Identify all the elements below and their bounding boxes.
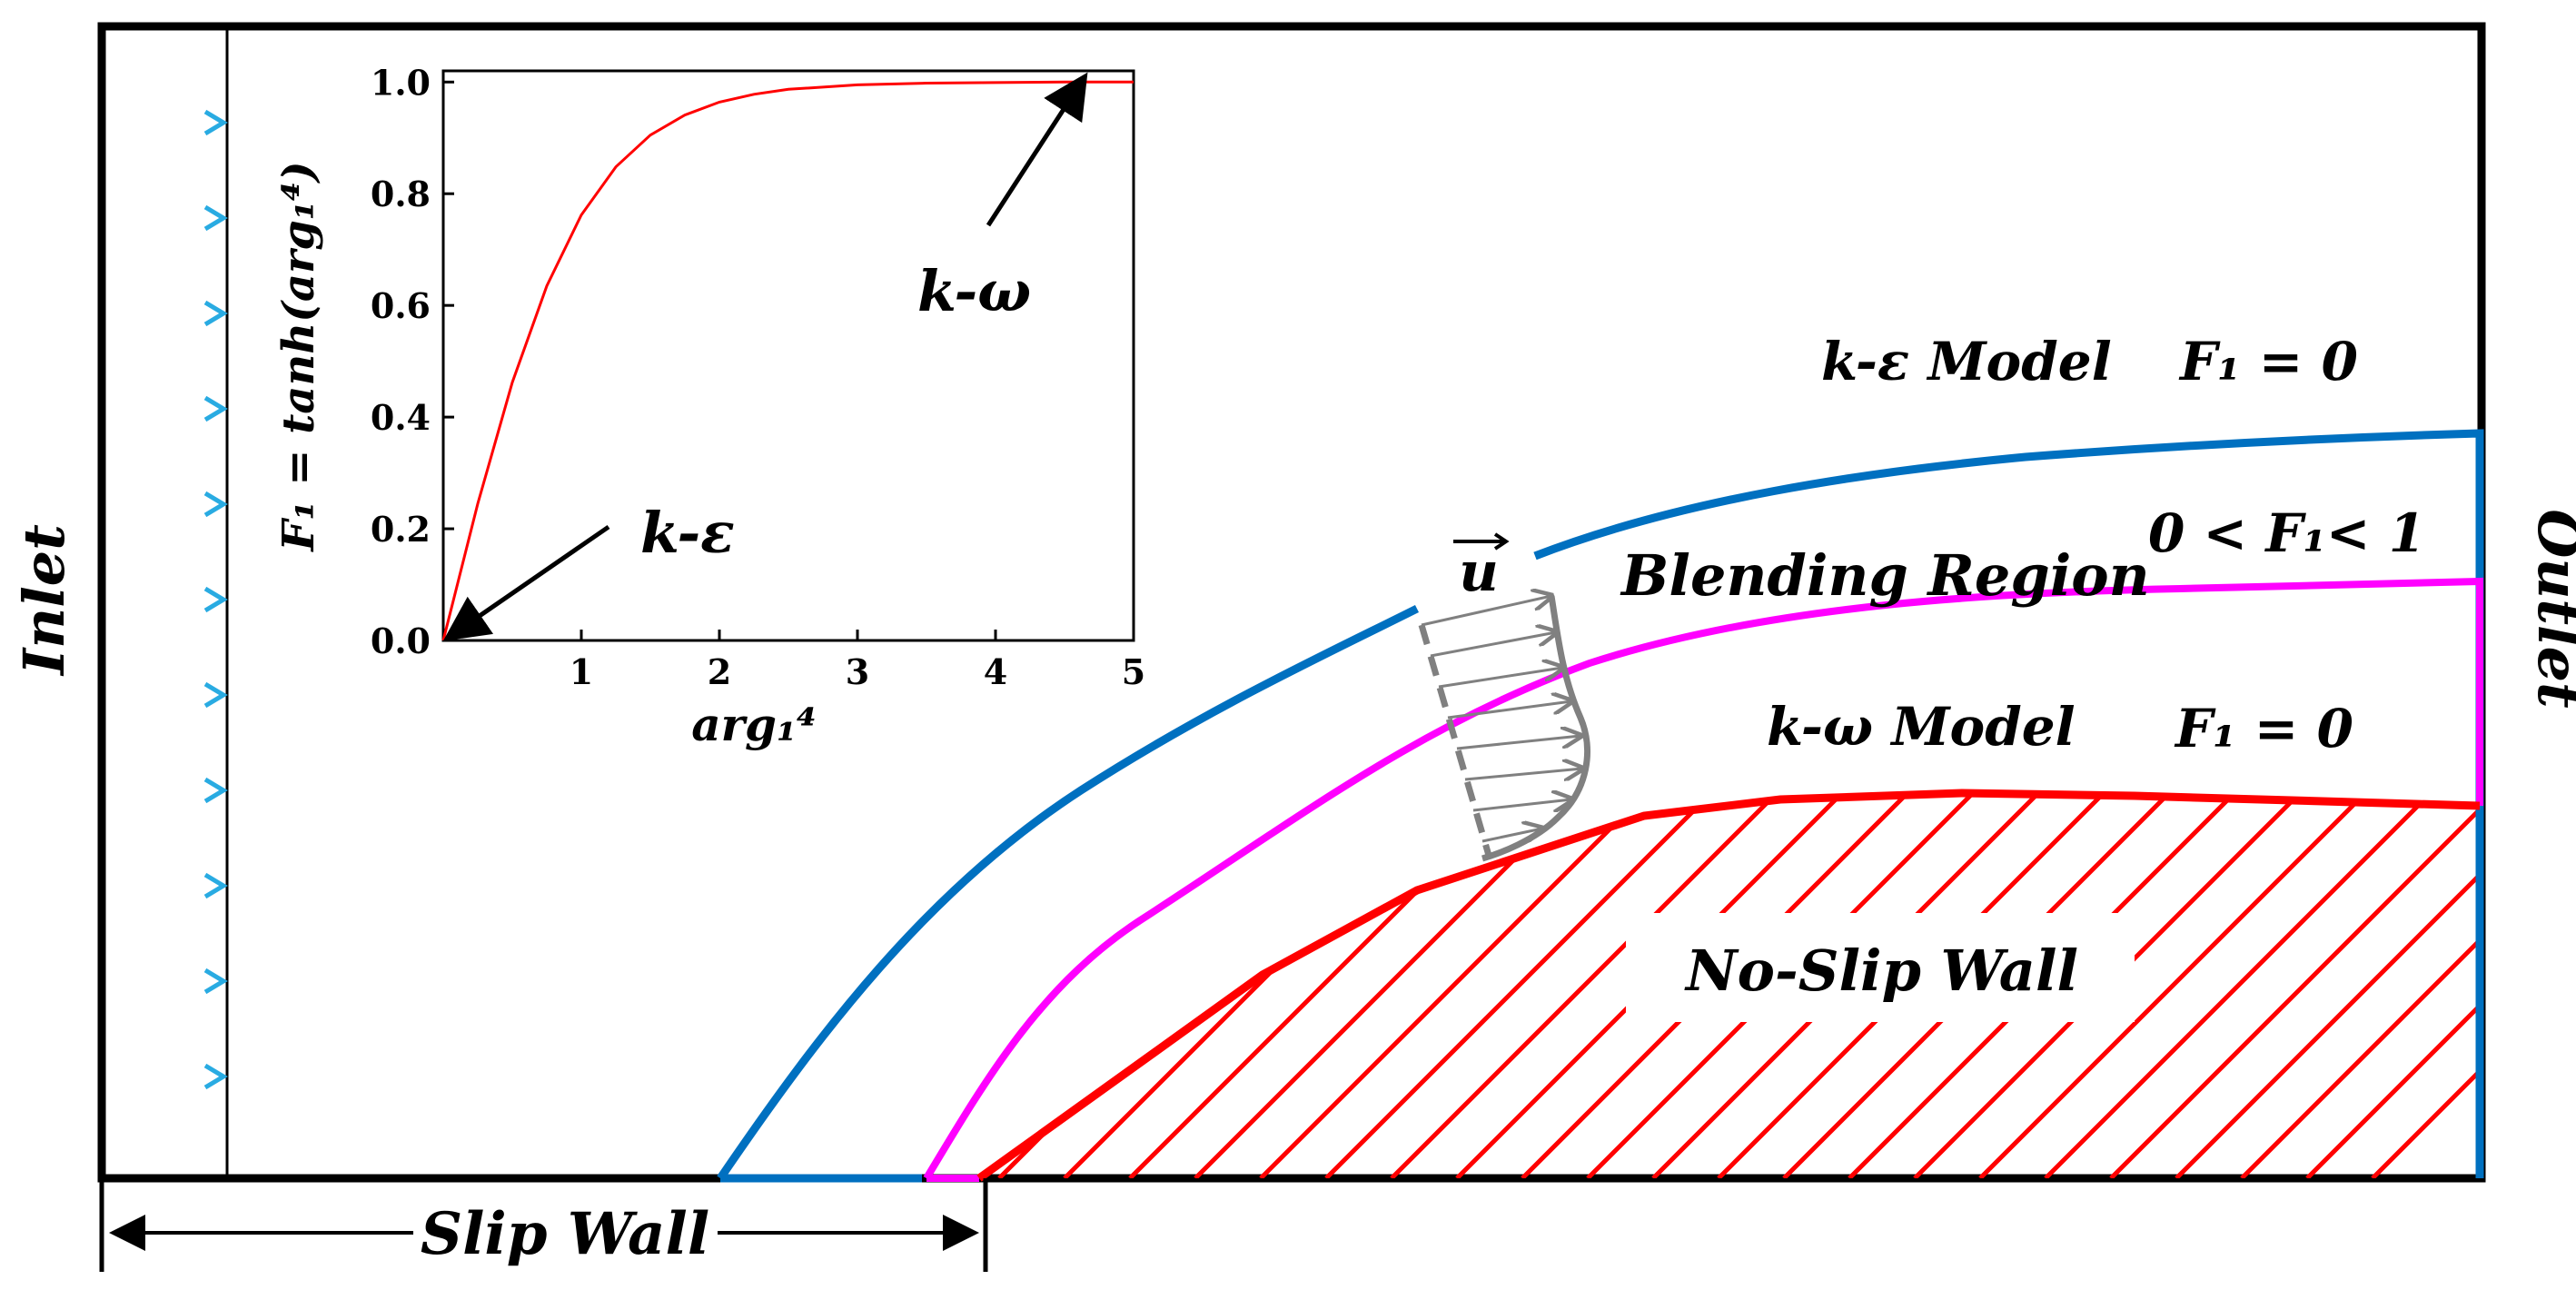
inlet-label: Inlet — [11, 524, 77, 677]
y-tick-label: 0.2 — [371, 509, 431, 550]
k-epsilon-boundary — [717, 429, 2484, 1183]
velocity-arrow — [1481, 829, 1542, 841]
no-slip-wall-label: No-Slip Wall — [1684, 938, 2078, 1004]
hatch-line — [1390, 793, 1820, 1178]
velocity-arrow — [1472, 799, 1571, 810]
y-tick-label: 0.8 — [371, 174, 431, 214]
hatch-line — [1324, 793, 1755, 1178]
inlet-arrows — [107, 109, 228, 1090]
velocity-vector-label: u — [1459, 541, 1499, 604]
x-tick-label: 2 — [708, 651, 731, 692]
inset-x-axis-label: arg₁⁴ — [691, 698, 817, 751]
inlet-arrow-head — [203, 491, 228, 518]
inset-plot-area — [441, 69, 1135, 642]
inlet-arrow-head — [203, 1063, 228, 1090]
hatch-line — [2175, 793, 2480, 1178]
velocity-arrow — [1421, 596, 1551, 627]
velocity-vector-arrow-icon — [1453, 532, 1510, 551]
inlet-arrow-head — [203, 872, 228, 899]
inlet-arrow-head — [203, 968, 228, 995]
velocity-profile — [1421, 596, 1582, 841]
inlet-arrow-head — [203, 586, 228, 613]
velocity-profile-curve — [1481, 595, 1591, 862]
velocity-arrow — [1447, 701, 1571, 719]
inlet-arrow-head — [203, 777, 228, 804]
y-tick-label: 0.6 — [371, 285, 431, 326]
inlet-arrow-head — [203, 395, 228, 422]
f1-zero-bottom-label: F₁ = 0 — [2174, 698, 2353, 759]
inlet-arrow-head — [203, 681, 228, 709]
y-tick-label: 0.4 — [371, 397, 431, 438]
y-tick-label: 0.0 — [371, 620, 431, 661]
inlet-arrow-head — [203, 109, 228, 136]
k-epsilon-annotation-arrow — [442, 524, 610, 641]
k-omega-annotation: k-ω — [917, 258, 1031, 324]
slip-wall-label: Slip Wall — [421, 1200, 709, 1268]
velocity-arrow — [1430, 632, 1556, 658]
x-tick-label: 5 — [1122, 651, 1145, 692]
f1-inset-chart: 1 2 3 4 5 0.0 0.2 0.4 0.6 0.8 1.0 arg₁⁴ F₁ = tanh(… — [273, 62, 1145, 751]
inset-axis-ticks: 1 2 3 4 5 0.0 0.2 0.4 0.6 0.8 1.0 — [371, 62, 1145, 692]
hatch-line — [1978, 793, 2409, 1178]
hatch-line — [2305, 793, 2480, 1178]
x-tick-label: 4 — [984, 651, 1007, 692]
velocity-arrow — [1456, 736, 1580, 750]
no-slip-wall-boundary — [976, 789, 2481, 1182]
blending-boundary — [923, 577, 2483, 1182]
hatch-line — [2240, 793, 2480, 1178]
blending-region-label: Blending Region — [1620, 542, 2150, 609]
f1-curve — [441, 80, 1134, 641]
f1-range-label: 0 < F₁< 1 — [2148, 502, 2425, 564]
f1-zero-top-label: F₁ = 0 — [2178, 331, 2358, 392]
inset-y-axis-label: F₁ = tanh(arg₁⁴) — [273, 161, 324, 552]
k-epsilon-annotation: k-ε — [640, 500, 735, 566]
inlet-arrow-head — [203, 204, 228, 232]
y-tick-label: 1.0 — [371, 62, 431, 103]
k-omega-model-label: k-ω Model — [1767, 696, 2076, 758]
hatch-line — [1128, 793, 1559, 1178]
x-tick-label: 1 — [570, 651, 593, 692]
no-slip-label-background — [1626, 913, 2135, 1022]
velocity-arrow — [1464, 769, 1582, 779]
hatch-line — [2371, 793, 2480, 1178]
velocity-arrow — [1438, 668, 1562, 689]
hatch-line — [2109, 793, 2480, 1178]
inlet-arrow-head — [203, 300, 228, 327]
k-epsilon-model-label: k-ε Model — [1821, 331, 2112, 392]
x-tick-label: 3 — [846, 651, 869, 692]
hatch-line — [2044, 793, 2474, 1178]
velocity-profile-wall-dashes — [1418, 624, 1493, 859]
k-omega-annotation-arrow — [986, 72, 1088, 227]
outlet-label: Outlet — [2525, 509, 2576, 709]
